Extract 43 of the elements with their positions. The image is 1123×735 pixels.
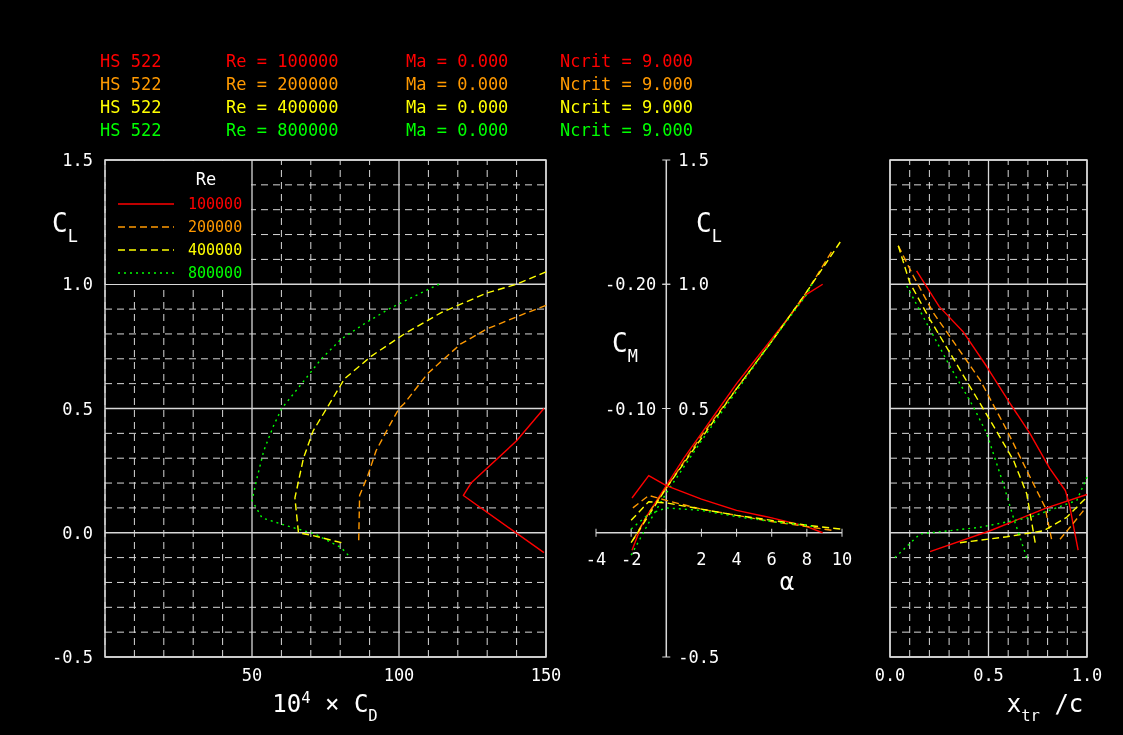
x-tick-label: 4 xyxy=(731,548,742,569)
x-axis-title: x$_{tr}$ /c xyxy=(1006,690,1084,725)
x-tick-label: 6 xyxy=(766,548,777,569)
x-tick-label: 0.5 xyxy=(973,665,1004,685)
x-tick-label: 8 xyxy=(801,548,812,569)
x-tick-label: 0.0 xyxy=(874,665,906,685)
x-tick-label: 100 xyxy=(383,665,415,685)
text: HS 522 Re = 400000 Ma = 0.000 Ncrit = 9.000 xyxy=(100,97,694,117)
y-tick-label: 0.5 xyxy=(678,398,709,419)
x-tick-label: 50 xyxy=(241,665,263,685)
x-tick-label: -2 xyxy=(620,548,642,569)
x-axis-title: α xyxy=(779,568,795,596)
legend-label: 100000 xyxy=(188,195,243,213)
y-tick-label: 1.0 xyxy=(678,274,709,295)
y-tick-label: 1.5 xyxy=(62,150,93,170)
y-tick-label: 1.0 xyxy=(62,274,93,295)
line-series xyxy=(294,271,547,544)
x-tick-label: 1.0 xyxy=(1071,665,1103,685)
y-tick-label: 0.5 xyxy=(62,398,93,419)
line-series xyxy=(462,407,545,554)
x-tick-label: -4 xyxy=(585,548,607,569)
x-tick-label: 2 xyxy=(696,548,707,569)
legend-title: Re xyxy=(195,169,217,189)
y-tick-label: 0.0 xyxy=(62,522,93,543)
legend-label: 800000 xyxy=(188,264,243,282)
y2-tick-label: -0.10 xyxy=(605,398,657,419)
y-tick-label: -0.5 xyxy=(678,647,720,667)
text: HS 522 Re = 100000 Ma = 0.000 Ncrit = 9.000 xyxy=(100,51,694,71)
y-tick-label: -0.5 xyxy=(52,647,93,667)
x-tick-label: 10 xyxy=(831,548,853,569)
text: HS 522 Re = 800000 Ma = 0.000 Ncrit = 9.000 xyxy=(100,120,694,140)
legend-label: 400000 xyxy=(188,241,243,259)
legend-label: 200000 xyxy=(188,218,243,236)
text: HS 522 Re = 200000 Ma = 0.000 Ncrit = 9.000 xyxy=(100,74,694,94)
line-series xyxy=(251,283,440,556)
x-axis-title: 10$^{4}$ × C$_{D}$ xyxy=(272,689,378,725)
line-series xyxy=(358,304,547,541)
y-axis-title: C$_{L}$ xyxy=(696,208,722,246)
x-tick-label: 150 xyxy=(530,665,562,685)
y-axis-title: C$_{L}$ xyxy=(52,208,78,246)
y2-tick-label: -0.20 xyxy=(605,274,657,295)
y2-axis-title: C$_{M}$ xyxy=(612,328,638,366)
y-tick-label: 1.5 xyxy=(678,150,709,170)
